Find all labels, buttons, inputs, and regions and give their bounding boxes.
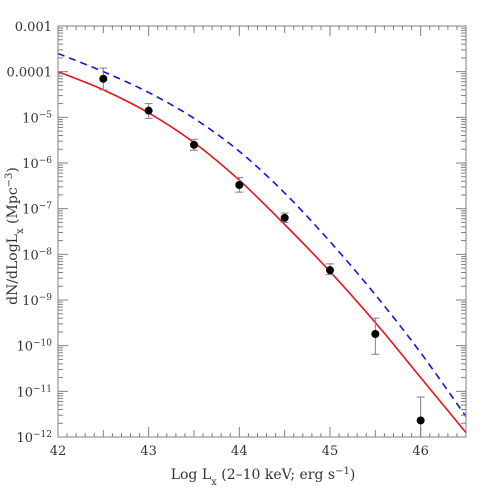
x-tick-label: 43	[140, 444, 157, 459]
data-point	[235, 180, 244, 189]
x-tick-label: 45	[322, 444, 339, 459]
y-tick-label: 10−8	[22, 247, 52, 263]
data-point	[371, 330, 380, 339]
axis-ticks	[57, 25, 467, 438]
error-bars	[99, 67, 425, 438]
y-tick-label: 0.0001	[7, 66, 53, 81]
y-tick-label: 10−11	[16, 384, 52, 400]
data-point	[144, 106, 153, 115]
x-tick-label: 42	[50, 444, 67, 459]
data-point	[280, 213, 289, 222]
plot-frame	[57, 25, 467, 438]
x-axis-label: Log Lx (2–10 keV; erg s−1)	[171, 466, 356, 488]
y-tick-labels: 0.001 0.0001 10−5 10−6 10−7 10−8 10−9 10−10 10−1…	[7, 20, 53, 446]
x-tick-label: 46	[412, 444, 429, 459]
data-point	[99, 74, 108, 83]
data-point	[326, 266, 334, 275]
y-tick-label: 10−9	[22, 293, 52, 309]
data-point	[190, 140, 198, 149]
data-points	[99, 74, 425, 425]
data-point	[416, 416, 425, 425]
x-tick-labels: 42 43 44 45 46	[50, 444, 429, 459]
y-tick-label: 0.001	[15, 20, 52, 35]
y-tick-label: 10−5	[22, 110, 52, 126]
y-axis-label: dN/dLogLx (Mpc−3)	[4, 167, 26, 305]
x-tick-label: 44	[231, 444, 248, 459]
y-tick-label: 10−6	[22, 156, 52, 172]
model-curve-dashed	[58, 52, 466, 418]
y-tick-label: 10−10	[16, 339, 52, 355]
model-curve-solid	[58, 70, 466, 434]
y-tick-label: 10−7	[22, 202, 52, 218]
model-curves	[58, 52, 466, 434]
y-tick-label: 10−12	[16, 430, 52, 446]
